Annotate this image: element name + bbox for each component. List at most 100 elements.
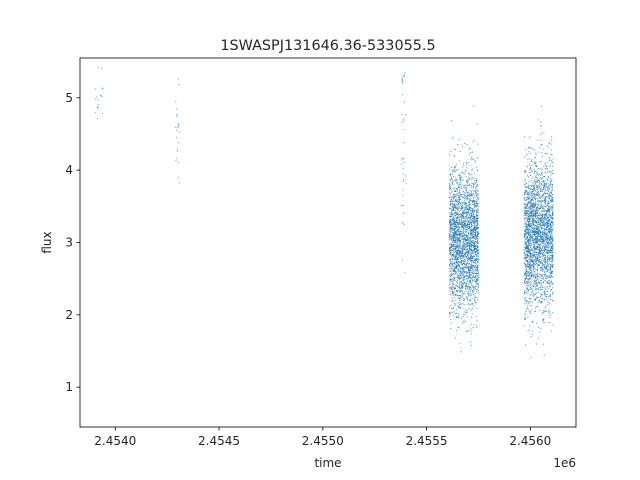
data-point <box>473 182 475 184</box>
data-point <box>474 265 477 267</box>
data-point <box>455 190 457 192</box>
data-point <box>536 305 538 307</box>
data-point <box>466 261 468 263</box>
data-point <box>455 260 458 262</box>
data-point <box>450 311 452 313</box>
data-point <box>525 206 527 208</box>
data-point <box>457 286 459 288</box>
data-point <box>545 239 547 241</box>
data-point <box>457 198 459 200</box>
data-point <box>455 271 457 273</box>
data-point <box>101 113 103 115</box>
data-point <box>524 217 526 219</box>
data-point <box>466 310 468 312</box>
data-point <box>457 196 459 198</box>
data-point <box>541 285 543 287</box>
data-point <box>475 226 477 228</box>
data-point <box>457 227 459 229</box>
data-point <box>467 292 469 295</box>
data-point <box>526 288 528 291</box>
data-point <box>97 106 99 108</box>
data-point <box>473 244 475 247</box>
data-point <box>450 261 452 263</box>
data-point <box>471 292 473 294</box>
data-point <box>455 254 457 256</box>
data-point <box>535 254 537 256</box>
data-point <box>403 158 405 160</box>
data-point <box>528 230 530 232</box>
data-point <box>476 246 478 248</box>
data-point <box>532 285 534 287</box>
data-point <box>451 275 453 277</box>
data-point <box>476 283 478 285</box>
data-point <box>474 187 476 190</box>
data-point <box>541 196 543 198</box>
data-point <box>532 284 534 286</box>
data-point <box>456 252 458 254</box>
data-point <box>475 177 477 179</box>
data-point <box>543 242 545 244</box>
data-point <box>461 225 463 227</box>
data-point <box>547 178 549 180</box>
data-point <box>546 269 548 271</box>
data-point <box>532 288 534 290</box>
data-point <box>526 281 528 283</box>
data-point <box>460 231 462 233</box>
data-point <box>546 259 548 261</box>
data-point <box>472 200 474 202</box>
data-point <box>546 196 548 198</box>
data-point <box>547 282 549 284</box>
data-point <box>462 322 464 324</box>
data-point <box>457 307 459 309</box>
data-point <box>537 119 539 121</box>
data-point <box>552 169 554 172</box>
data-point <box>454 149 457 151</box>
data-point <box>529 250 531 252</box>
data-point <box>450 214 452 216</box>
data-point <box>533 169 535 171</box>
data-point <box>464 276 466 278</box>
data-point <box>526 265 528 267</box>
data-point <box>474 269 476 271</box>
data-point <box>531 158 533 160</box>
data-point <box>95 111 97 113</box>
data-point <box>457 203 460 205</box>
data-point <box>533 270 535 272</box>
data-point <box>466 312 468 314</box>
data-point <box>551 235 553 237</box>
data-point <box>540 301 542 303</box>
data-point <box>544 238 546 241</box>
data-point <box>450 319 452 321</box>
data-point <box>552 248 554 250</box>
data-point <box>402 212 404 214</box>
data-point <box>402 204 404 207</box>
data-point <box>524 256 526 258</box>
data-point <box>539 188 541 190</box>
data-point <box>461 166 463 168</box>
data-point <box>456 243 458 245</box>
data-point <box>474 266 476 268</box>
data-point <box>533 298 535 300</box>
data-point <box>464 272 466 274</box>
data-point <box>523 303 525 305</box>
data-point <box>459 286 461 288</box>
data-point <box>450 180 452 182</box>
data-point <box>449 266 451 268</box>
data-point <box>177 78 179 80</box>
data-point <box>464 221 466 223</box>
data-point <box>525 200 527 202</box>
data-point <box>473 266 475 268</box>
data-point <box>454 265 456 267</box>
data-point <box>529 147 531 149</box>
data-point <box>458 282 460 285</box>
data-point <box>537 209 539 212</box>
data-point <box>476 242 478 244</box>
data-point <box>464 197 466 199</box>
data-point <box>450 212 452 214</box>
data-point <box>471 247 473 249</box>
data-point <box>466 250 468 252</box>
data-point <box>466 214 468 216</box>
data-point <box>448 236 450 238</box>
data-point <box>452 246 454 248</box>
data-point <box>473 256 475 258</box>
